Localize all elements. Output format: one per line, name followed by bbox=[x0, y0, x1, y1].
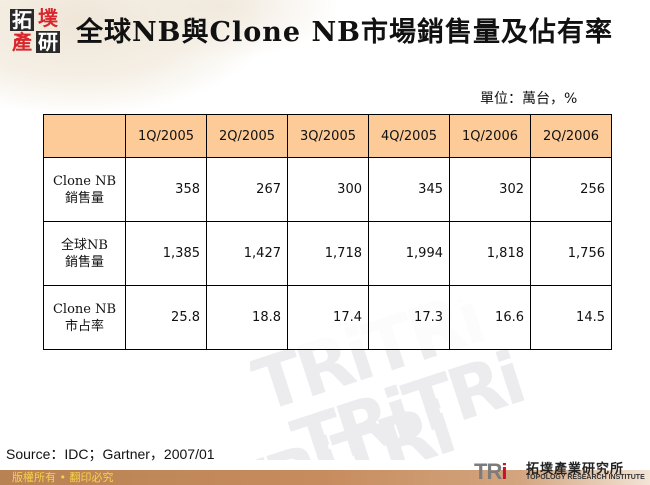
tri-logo-badge: 拓 墣 產 研 bbox=[10, 7, 62, 55]
row-header: Clone NB 銷售量 bbox=[43, 157, 126, 222]
table-cell: 345 bbox=[368, 157, 450, 222]
table-cell: 1,427 bbox=[206, 221, 288, 286]
page-title: 全球NB與Clone NB市場銷售量及佔有率 bbox=[76, 17, 613, 48]
background-map-decoration bbox=[140, 0, 340, 60]
tri-mark-icon: TRi bbox=[474, 459, 507, 484]
table-header-row: 1Q/2005 2Q/2005 3Q/2005 4Q/2005 1Q/2006 … bbox=[43, 114, 612, 158]
sales-table: 1Q/2005 2Q/2005 3Q/2005 4Q/2005 1Q/2006 … bbox=[43, 114, 612, 350]
table-cell: 300 bbox=[287, 157, 369, 222]
table-cell: 256 bbox=[530, 157, 612, 222]
source-note: Source：IDC；Gartner，2007/01 bbox=[6, 446, 215, 462]
column-header: 1Q/2006 bbox=[449, 114, 531, 158]
logo-char: 拓 bbox=[10, 8, 34, 32]
column-header: 1Q/2005 bbox=[125, 114, 207, 158]
table-row: Clone NB 市占率 25.8 18.8 17.4 17.3 16.6 14… bbox=[43, 285, 612, 350]
logo-char: 研 bbox=[36, 30, 60, 54]
logo-char: 墣 bbox=[38, 6, 58, 30]
table-cell: 17.4 bbox=[287, 285, 369, 350]
row-header: 全球NB 銷售量 bbox=[43, 221, 126, 286]
row-header-line: 銷售量 bbox=[64, 190, 104, 206]
row-header-line: 市占率 bbox=[64, 318, 104, 334]
org-name-cn: 拓墣產業研究所 bbox=[526, 462, 625, 477]
logo-char: 產 bbox=[12, 30, 32, 54]
column-header: 4Q/2005 bbox=[368, 114, 450, 158]
column-header: 3Q/2005 bbox=[287, 114, 369, 158]
org-name-en: TOPOLOGY RESEARCH INSTITUTE bbox=[526, 474, 645, 481]
table-row: Clone NB 銷售量 358 267 300 345 302 256 bbox=[43, 157, 612, 222]
table-cell: 1,818 bbox=[449, 221, 531, 286]
row-header-line: Clone NB bbox=[52, 173, 117, 189]
row-header-line: Clone NB bbox=[52, 301, 117, 317]
table-header-corner bbox=[43, 114, 126, 158]
copyright-notice: 版權所有 • 翻印必究 bbox=[12, 471, 114, 484]
table-cell: 25.8 bbox=[125, 285, 207, 350]
table-cell: 18.8 bbox=[206, 285, 288, 350]
table-cell: 1,756 bbox=[530, 221, 612, 286]
table-cell: 302 bbox=[449, 157, 531, 222]
table-cell: 267 bbox=[206, 157, 288, 222]
table-cell: 14.5 bbox=[530, 285, 612, 350]
column-header: 2Q/2006 bbox=[530, 114, 612, 158]
table-cell: 358 bbox=[125, 157, 207, 222]
column-header: 2Q/2005 bbox=[206, 114, 288, 158]
table-row: 全球NB 銷售量 1,385 1,427 1,718 1,994 1,818 1… bbox=[43, 221, 612, 286]
table-cell: 1,994 bbox=[368, 221, 450, 286]
table-cell: 1,718 bbox=[287, 221, 369, 286]
row-header: Clone NB 市占率 bbox=[43, 285, 126, 350]
row-header-line: 全球NB bbox=[61, 237, 108, 253]
tri-institute-logo: TRi 拓墣產業研究所 TOPOLOGY RESEARCH INSTITUTE bbox=[474, 455, 650, 485]
table-cell: 16.6 bbox=[449, 285, 531, 350]
table-cell: 17.3 bbox=[368, 285, 450, 350]
unit-label: 單位：萬台，% bbox=[480, 91, 578, 107]
table-cell: 1,385 bbox=[125, 221, 207, 286]
footer-bar bbox=[0, 470, 650, 485]
row-header-line: 銷售量 bbox=[64, 254, 104, 270]
